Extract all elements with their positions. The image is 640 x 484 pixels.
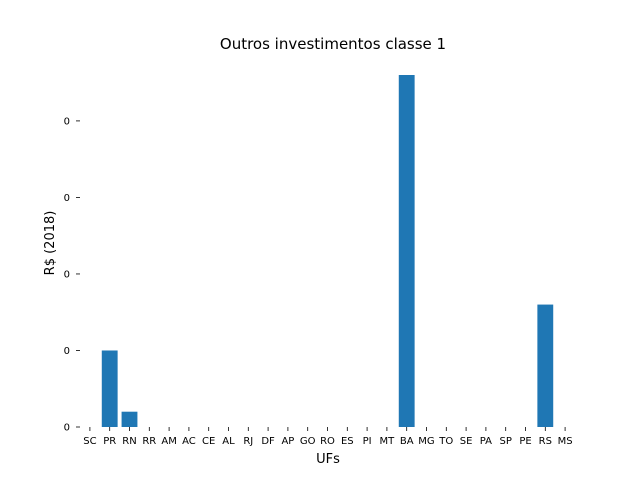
bar-rn xyxy=(121,411,138,427)
chart-title: Outros investimentos classe 1 xyxy=(220,35,446,53)
x-tick-label-pr: PR xyxy=(103,436,116,447)
x-axis-label: UFs xyxy=(316,452,340,467)
x-axis: SC PR RN RR AM AC CE AL RJ DF AP GO RO ES PI MT BA MG TO SE… xyxy=(83,427,573,447)
x-tick-label-es: ES xyxy=(341,436,354,447)
x-tick-label-go: GO xyxy=(300,436,316,447)
x-tick-label-mg: MG xyxy=(418,436,434,447)
x-tick-label-ce: CE xyxy=(202,436,215,447)
x-tick-label-ac: AC xyxy=(182,436,196,447)
y-tick-label: 0 xyxy=(64,193,70,204)
x-tick-label-to: TO xyxy=(438,436,453,447)
y-tick-label: 0 xyxy=(64,269,70,280)
x-tick-label-al: AL xyxy=(222,436,235,447)
y-tick-label: 0 xyxy=(64,423,70,434)
bars-group xyxy=(101,75,554,427)
x-tick-label-ba: BA xyxy=(400,436,414,447)
x-tick-label-sc: SC xyxy=(83,436,96,447)
x-tick-label-sp: SP xyxy=(500,436,512,447)
x-tick-label-rr: RR xyxy=(142,436,156,447)
x-tick-label-mt: MT xyxy=(380,436,396,447)
y-tick-label: 0 xyxy=(64,346,70,357)
x-tick-label-rs: RS xyxy=(539,436,552,447)
x-tick-label-pe: PE xyxy=(519,436,531,447)
y-tick-label: 0 xyxy=(64,116,70,127)
x-tick-label-se: SE xyxy=(460,436,473,447)
y-axis-label: R$ (2018) xyxy=(43,211,58,276)
y-axis: 0 0 0 0 0 xyxy=(64,116,80,434)
x-tick-label-ms: MS xyxy=(558,436,573,447)
x-tick-label-am: AM xyxy=(161,436,176,447)
x-tick-label-ro: RO xyxy=(320,436,335,447)
bar-ba xyxy=(398,75,415,427)
x-tick-label-df: DF xyxy=(261,436,275,447)
x-tick-label-rn: RN xyxy=(122,436,136,447)
bar-pr xyxy=(101,350,118,427)
x-tick-label-pa: PA xyxy=(480,436,492,447)
x-tick-label-pi: PI xyxy=(363,436,372,447)
x-tick-label-ap: AP xyxy=(281,436,294,447)
bar-rs xyxy=(537,304,554,427)
x-tick-label-rj: RJ xyxy=(243,436,253,447)
